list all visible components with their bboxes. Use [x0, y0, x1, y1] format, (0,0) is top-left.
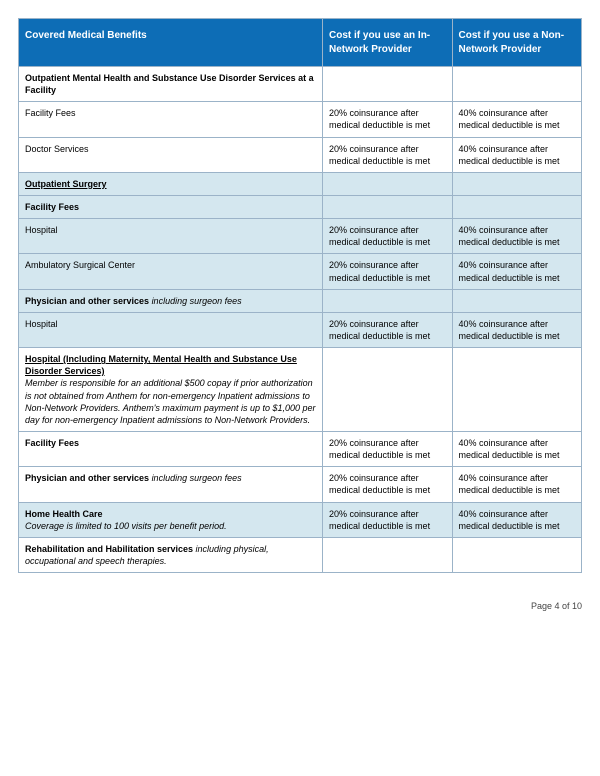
page-footer: Page 4 of 10 — [0, 583, 600, 621]
page-number: Page 4 of 10 — [531, 601, 582, 611]
cell-empty — [452, 195, 582, 218]
row-label-ambulatory: Ambulatory Surgical Center — [19, 254, 323, 289]
cost-in-network: 20% coinsurance after medical deductible… — [323, 219, 452, 254]
label-text: Facility Fees — [25, 438, 79, 448]
cell-empty — [452, 348, 582, 432]
header-non-network: Cost if you use a Non-Network Provider — [452, 19, 582, 67]
cost-non-network: 40% coinsurance after medical deductible… — [452, 431, 582, 466]
cost-in-network: 20% coinsurance after medical deductible… — [323, 431, 452, 466]
row-label-physician: Physician and other services including s… — [19, 467, 323, 502]
table-row: Ambulatory Surgical Center 20% coinsuran… — [19, 254, 582, 289]
row-label-rehab: Rehabilitation and Habilitation services… — [19, 537, 323, 572]
cell-empty — [323, 172, 452, 195]
cost-in-network: 20% coinsurance after medical deductible… — [323, 502, 452, 537]
section-row-outpatient-surgery: Outpatient Surgery — [19, 172, 582, 195]
cell-empty — [452, 67, 582, 102]
row-label-hospital: Hospital — [19, 312, 323, 347]
cell-empty — [323, 67, 452, 102]
cell-empty — [323, 195, 452, 218]
benefits-table: Covered Medical Benefits Cost if you use… — [18, 18, 582, 573]
section-title-text: Outpatient Surgery — [25, 179, 107, 189]
table-header: Covered Medical Benefits Cost if you use… — [19, 19, 582, 67]
table-row: Physician and other services including s… — [19, 467, 582, 502]
cost-in-network: 20% coinsurance after medical deductible… — [323, 467, 452, 502]
cell-empty — [452, 289, 582, 312]
section-row-outpatient-mh: Outpatient Mental Health and Substance U… — [19, 67, 582, 102]
cell-empty — [323, 289, 452, 312]
table-row: Facility Fees — [19, 195, 582, 218]
table-row: Hospital 20% coinsurance after medical d… — [19, 312, 582, 347]
table-row: Facility Fees 20% coinsurance after medi… — [19, 431, 582, 466]
row-label-facility-fees: Facility Fees — [19, 431, 323, 466]
section-title-outpatient-mh: Outpatient Mental Health and Substance U… — [19, 67, 323, 102]
cost-non-network: 40% coinsurance after medical deductible… — [452, 137, 582, 172]
row-label-facility-fees: Facility Fees — [19, 102, 323, 137]
section-title-text: Outpatient Mental Health and Substance U… — [25, 73, 314, 95]
header-in-network: Cost if you use an In-Network Provider — [323, 19, 452, 67]
table-row: Facility Fees 20% coinsurance after medi… — [19, 102, 582, 137]
cost-in-network: 20% coinsurance after medical deductible… — [323, 137, 452, 172]
cost-non-network: 40% coinsurance after medical deductible… — [452, 102, 582, 137]
cost-non-network: 40% coinsurance after medical deductible… — [452, 502, 582, 537]
cell-empty — [452, 172, 582, 195]
header-benefits: Covered Medical Benefits — [19, 19, 323, 67]
section-title-text: Hospital (Including Maternity, Mental He… — [25, 354, 297, 376]
cost-in-network: 20% coinsurance after medical deductible… — [323, 254, 452, 289]
cost-non-network: 40% coinsurance after medical deductible… — [452, 312, 582, 347]
label-italic: including surgeon fees — [152, 296, 242, 306]
section-row-hospital-maternity: Hospital (Including Maternity, Mental He… — [19, 348, 582, 432]
cost-in-network: 20% coinsurance after medical deductible… — [323, 312, 452, 347]
section-title-home-health: Home Health Care Coverage is limited to … — [19, 502, 323, 537]
table-row: Hospital 20% coinsurance after medical d… — [19, 219, 582, 254]
section-note: Member is responsible for an additional … — [25, 378, 316, 424]
cell-empty — [323, 348, 452, 432]
cost-non-network: 40% coinsurance after medical deductible… — [452, 467, 582, 502]
table-row: Doctor Services 20% coinsurance after me… — [19, 137, 582, 172]
cost-non-network: 40% coinsurance after medical deductible… — [452, 219, 582, 254]
table-row: Physician and other services including s… — [19, 289, 582, 312]
label-bold: Physician and other services — [25, 473, 152, 483]
row-label-facility-fees: Facility Fees — [19, 195, 323, 218]
row-label-doctor-services: Doctor Services — [19, 137, 323, 172]
section-title-outpatient-surgery: Outpatient Surgery — [19, 172, 323, 195]
cell-empty — [323, 537, 452, 572]
section-note: Coverage is limited to 100 visits per be… — [25, 521, 227, 531]
row-label-physician: Physician and other services including s… — [19, 289, 323, 312]
page-container: Covered Medical Benefits Cost if you use… — [0, 0, 600, 583]
cell-empty — [452, 537, 582, 572]
section-title-text: Home Health Care — [25, 509, 103, 519]
label-bold: Physician and other services — [25, 296, 152, 306]
label-text: Facility Fees — [25, 202, 79, 212]
label-bold: Rehabilitation and Habilitation services — [25, 544, 196, 554]
cost-in-network: 20% coinsurance after medical deductible… — [323, 102, 452, 137]
cost-non-network: 40% coinsurance after medical deductible… — [452, 254, 582, 289]
section-title-hospital-maternity: Hospital (Including Maternity, Mental He… — [19, 348, 323, 432]
row-label-hospital: Hospital — [19, 219, 323, 254]
section-row-home-health: Home Health Care Coverage is limited to … — [19, 502, 582, 537]
label-italic: including surgeon fees — [152, 473, 242, 483]
section-row-rehab: Rehabilitation and Habilitation services… — [19, 537, 582, 572]
